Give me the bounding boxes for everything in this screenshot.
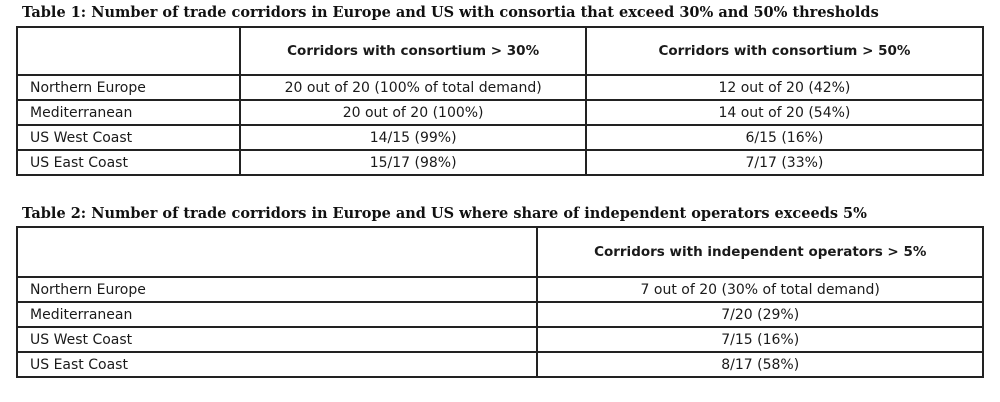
table1-over50-cell: 12 out of 20 (42%) (584, 74, 985, 101)
table2-over5-cell: 7 out of 20 (30% of total demand) (536, 276, 984, 303)
table2-independent-operators: Corridors with independent operators > 5… (15, 226, 984, 378)
table1-over30-cell: 14/15 (99%) (239, 124, 587, 151)
table1-header-over30: Corridors with consortium > 30% (239, 26, 587, 76)
table-row: US East Coast 8/17 (58%) (15, 351, 984, 378)
table1-region-cell: US East Coast (15, 149, 242, 176)
table2-over5-cell: 8/17 (58%) (536, 351, 984, 378)
table1-over50-cell: 7/17 (33%) (584, 149, 985, 176)
table2-over5-cell: 7/20 (29%) (536, 301, 984, 328)
table2-header-over5: Corridors with independent operators > 5… (536, 226, 984, 278)
table1-region-cell: Northern Europe (15, 74, 242, 101)
table1-consortia-thresholds: Corridors with consortium > 30% Corridor… (15, 26, 985, 176)
table1-region-cell: Mediterranean (15, 99, 242, 126)
table2-region-cell: US West Coast (15, 326, 539, 353)
table2-region-cell: Mediterranean (15, 301, 539, 328)
table2-region-cell: Northern Europe (15, 276, 539, 303)
table1-header-over50: Corridors with consortium > 50% (584, 26, 985, 76)
table2-header-empty (15, 226, 539, 278)
table2-caption: Table 2: Number of trade corridors in Eu… (22, 205, 867, 222)
table2-over5-cell: 7/15 (16%) (536, 326, 984, 353)
table1-header-empty (15, 26, 242, 76)
table2-region-cell: US East Coast (15, 351, 539, 378)
table1-caption: Table 1: Number of trade corridors in Eu… (22, 4, 879, 21)
table1-over50-cell: 6/15 (16%) (584, 124, 985, 151)
table-row: Mediterranean 7/20 (29%) (15, 301, 984, 328)
table1-over30-cell: 20 out of 20 (100%) (239, 99, 587, 126)
table-row: US East Coast 15/17 (98%) 7/17 (33%) (15, 149, 985, 176)
table1-over50-cell: 14 out of 20 (54%) (584, 99, 985, 126)
table-row: US West Coast 14/15 (99%) 6/15 (16%) (15, 124, 985, 151)
table1-header-row: Corridors with consortium > 30% Corridor… (15, 26, 985, 76)
table-row: US West Coast 7/15 (16%) (15, 326, 984, 353)
table1-region-cell: US West Coast (15, 124, 242, 151)
table-row: Mediterranean 20 out of 20 (100%) 14 out… (15, 99, 985, 126)
table2-header-row: Corridors with independent operators > 5… (15, 226, 984, 278)
table1-over30-cell: 20 out of 20 (100% of total demand) (239, 74, 587, 101)
table-row: Northern Europe 7 out of 20 (30% of tota… (15, 276, 984, 303)
table-row: Northern Europe 20 out of 20 (100% of to… (15, 74, 985, 101)
table1-over30-cell: 15/17 (98%) (239, 149, 587, 176)
